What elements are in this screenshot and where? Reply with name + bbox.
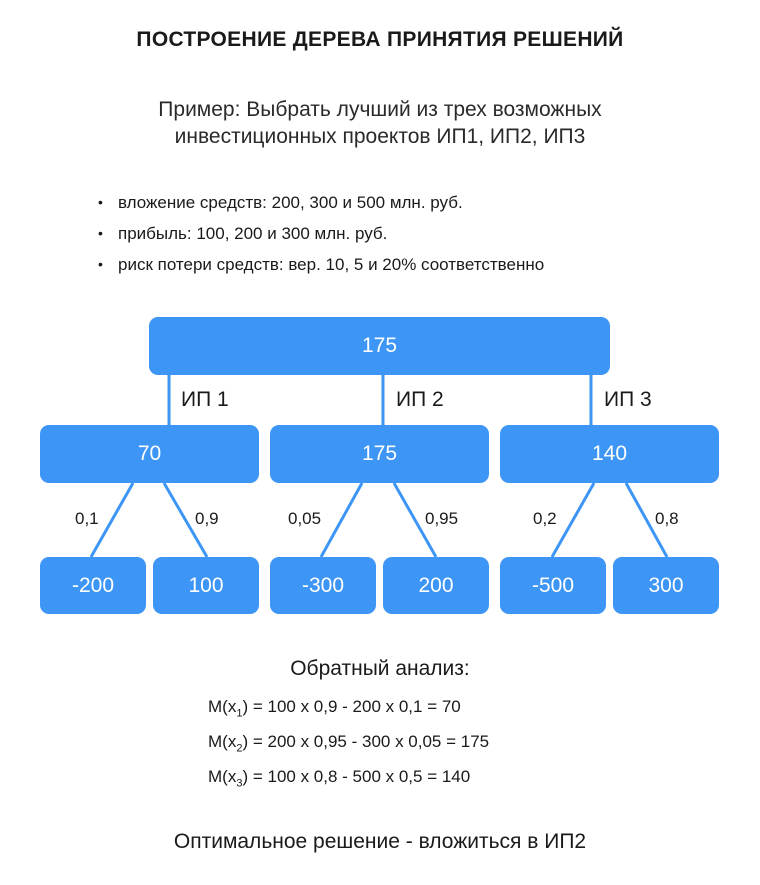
connector-ip2-left [319,482,364,558]
conclusion-text: Оптимальное решение - вложиться в ИП2 [173,830,587,853]
formula-subscript: 3 [236,777,243,790]
probability-ip1-profit: 0,9 [195,509,219,528]
leaf-ip1-profit: 100 [153,557,259,614]
probability-ip1-loss: 0,1 [75,509,99,528]
formula-ip1: M(x1) = 100 x 0,9 - 200 x 0,1 = 70 [208,697,461,719]
connector-ip2-right [392,482,438,558]
connector-ip3-left [550,482,596,558]
node-ip1: 70 [40,425,259,483]
probability-ip3-profit: 0,8 [655,509,679,528]
formula-subscript: 1 [236,707,243,720]
formula-ip2: M(x2) = 200 x 0,95 - 300 x 0,05 = 175 [208,732,489,754]
branch-label-ip1: ИП 1 [181,388,229,411]
example-line-1: Пример: Выбрать лучший из трех возможных [158,98,602,121]
formula-body: ) = 200 x 0,95 - 300 x 0,05 = 175 [242,732,490,751]
probability-ip2-profit: 0,95 [425,509,459,528]
bullet-icon: • [98,225,103,241]
list-item: • прибыль: 100, 200 и 300 млн. руб. [98,221,544,252]
conditions-list: • вложение средств: 200, 300 и 500 млн. р… [98,190,544,283]
bullet-icon: • [98,194,103,210]
formula-prefix: M(x [208,732,237,751]
branch-label-ip2: ИП 2 [396,388,444,411]
condition-text: риск потери средств: вер. 10, 5 и 20% со… [118,255,545,274]
example-line-2: инвестиционных проектов ИП1, ИП2, ИП3 [174,125,586,148]
node-ip2: 175 [270,425,489,483]
formula-prefix: M(x [208,767,237,786]
branch-label-ip3: ИП 3 [604,388,652,411]
formula-prefix: M(x [208,697,237,716]
leaf-ip1-loss: -200 [40,557,146,614]
condition-text: вложение средств: 200, 300 и 500 млн. ру… [118,193,463,212]
formula-ip3: M(x3) = 100 x 0,8 - 500 x 0,5 = 140 [208,767,470,789]
page-title: ПОСТРОЕНИЕ ДЕРЕВА ПРИНЯТИЯ РЕШЕНИЙ [136,28,624,51]
leaf-ip2-loss: -300 [270,557,376,614]
connector-ip1-right [162,482,209,558]
formula-body: ) = 100 x 0,9 - 200 x 0,1 = 70 [242,697,461,716]
bullet-icon: • [98,256,103,272]
formula-subscript: 2 [236,742,243,755]
node-ip3: 140 [500,425,719,483]
condition-text: прибыль: 100, 200 и 300 млн. руб. [118,224,388,243]
list-item: • риск потери средств: вер. 10, 5 и 20% с… [98,252,544,283]
connector-ip3-right [624,482,669,558]
list-item: • вложение средств: 200, 300 и 500 млн. р… [98,190,544,221]
analysis-title: Обратный анализ: [290,657,470,680]
root-node: 175 [149,317,610,375]
leaf-ip3-profit: 300 [613,557,719,614]
leaf-ip3-loss: -500 [500,557,606,614]
leaf-ip2-profit: 200 [383,557,489,614]
example-description: Пример: Выбрать лучший из трех возможных… [0,96,760,150]
probability-ip3-loss: 0,2 [533,509,557,528]
probability-ip2-loss: 0,05 [288,509,322,528]
connector-ip1-left [89,482,135,558]
formula-body: ) = 100 x 0,8 - 500 x 0,5 = 140 [242,767,471,786]
